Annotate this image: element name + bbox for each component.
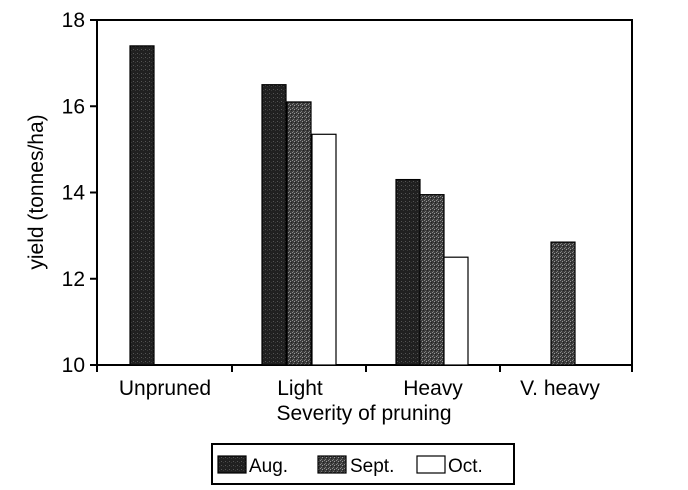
legend-label-oct: Oct. (448, 456, 483, 477)
y-tick-label: 14 (62, 182, 86, 205)
bar-oct (443, 256, 469, 366)
legend-swatch-aug (217, 455, 247, 474)
y-tick-label: 16 (62, 95, 85, 118)
bar-sept (286, 101, 312, 366)
bar-oct (311, 133, 337, 366)
y-tick-label: 12 (62, 268, 85, 291)
bar-aug (261, 84, 287, 366)
bar-aug (395, 178, 421, 366)
x-tick-label: V. heavy (520, 377, 600, 400)
legend-label-aug: Aug. (249, 456, 288, 477)
y-tick-label: 10 (62, 354, 85, 377)
bar-aug (129, 45, 155, 366)
x-axis-title: Severity of pruning (276, 402, 451, 425)
bar-sept (419, 194, 445, 366)
legend-swatch-oct (416, 455, 446, 474)
bar-sept (550, 241, 576, 366)
legend-swatch-sept (317, 455, 347, 474)
y-tick-label: 18 (62, 9, 85, 32)
x-tick-label: Heavy (403, 377, 463, 400)
y-axis-title: yield (tonnes/ha) (25, 114, 48, 269)
x-tick-label: Light (277, 377, 323, 400)
legend-label-sept: Sept. (350, 456, 394, 477)
x-tick-label: Unpruned (119, 377, 211, 400)
legend-box (211, 443, 515, 485)
